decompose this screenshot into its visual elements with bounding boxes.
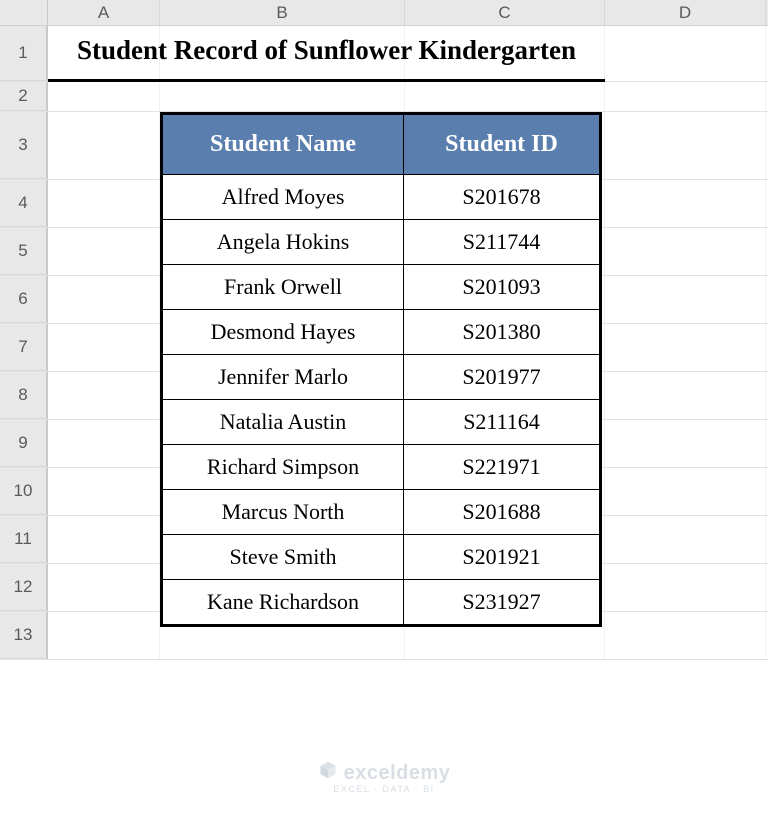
row-header-3[interactable]: 3 xyxy=(0,112,48,179)
cell-c2[interactable] xyxy=(405,82,605,111)
table-header-row: Student Name Student ID xyxy=(162,114,601,175)
table-row: Richard Simpson S221971 xyxy=(162,445,601,490)
row-header-4[interactable]: 4 xyxy=(0,180,48,227)
cell-d11[interactable] xyxy=(605,516,766,563)
student-name-cell[interactable]: Desmond Hayes xyxy=(162,310,404,355)
student-id-cell[interactable]: S221971 xyxy=(404,445,601,490)
student-name-cell[interactable]: Kane Richardson xyxy=(162,580,404,626)
col-header-c[interactable]: C xyxy=(405,0,605,25)
cell-a9[interactable] xyxy=(48,420,160,467)
table-row: Steve Smith S201921 xyxy=(162,535,601,580)
col-header-b[interactable]: B xyxy=(160,0,405,25)
cell-d5[interactable] xyxy=(605,228,766,275)
cell-a12[interactable] xyxy=(48,564,160,611)
student-id-cell[interactable]: S201977 xyxy=(404,355,601,400)
watermark-brand: exceldemy xyxy=(318,760,451,786)
student-id-cell[interactable]: S201688 xyxy=(404,490,601,535)
student-name-cell[interactable]: Marcus North xyxy=(162,490,404,535)
row-header-2[interactable]: 2 xyxy=(0,82,48,111)
col-header-a[interactable]: A xyxy=(48,0,160,25)
select-all-corner[interactable] xyxy=(0,0,48,25)
student-name-cell[interactable]: Frank Orwell xyxy=(162,265,404,310)
table-row: Desmond Hayes S201380 xyxy=(162,310,601,355)
cell-d1[interactable] xyxy=(605,26,766,81)
table-row: Angela Hokins S211744 xyxy=(162,220,601,265)
table-row: Jennifer Marlo S201977 xyxy=(162,355,601,400)
student-name-cell[interactable]: Richard Simpson xyxy=(162,445,404,490)
student-name-cell[interactable]: Angela Hokins xyxy=(162,220,404,265)
cell-a11[interactable] xyxy=(48,516,160,563)
watermark-brand-text: exceldemy xyxy=(344,762,451,785)
watermark-tagline: EXCEL · DATA · BI xyxy=(0,784,768,794)
student-name-cell[interactable]: Jennifer Marlo xyxy=(162,355,404,400)
table-row: Frank Orwell S201093 xyxy=(162,265,601,310)
cell-d2[interactable] xyxy=(605,82,766,111)
watermark: exceldemy EXCEL · DATA · BI xyxy=(0,760,768,794)
student-name-cell[interactable]: Natalia Austin xyxy=(162,400,404,445)
col-header-d[interactable]: D xyxy=(605,0,766,25)
page-title: Student Record of Sunflower Kindergarten xyxy=(48,26,605,82)
row-header-11[interactable]: 11 xyxy=(0,516,48,563)
row-header-9[interactable]: 9 xyxy=(0,420,48,467)
student-name-cell[interactable]: Steve Smith xyxy=(162,535,404,580)
cell-a4[interactable] xyxy=(48,180,160,227)
table-row: Alfred Moyes S201678 xyxy=(162,175,601,220)
cell-a8[interactable] xyxy=(48,372,160,419)
cell-a6[interactable] xyxy=(48,276,160,323)
table-row: Marcus North S201688 xyxy=(162,490,601,535)
row-header-13[interactable]: 13 xyxy=(0,612,48,659)
cell-a3[interactable] xyxy=(48,112,160,179)
student-name-cell[interactable]: Alfred Moyes xyxy=(162,175,404,220)
cell-d6[interactable] xyxy=(605,276,766,323)
cell-d10[interactable] xyxy=(605,468,766,515)
cell-a5[interactable] xyxy=(48,228,160,275)
row-header-1[interactable]: 1 xyxy=(0,26,48,81)
cell-a2[interactable] xyxy=(48,82,160,111)
cell-d12[interactable] xyxy=(605,564,766,611)
row-header-8[interactable]: 8 xyxy=(0,372,48,419)
student-id-cell[interactable]: S201678 xyxy=(404,175,601,220)
student-id-cell[interactable]: S211164 xyxy=(404,400,601,445)
cube-icon xyxy=(318,760,338,786)
table-row: Natalia Austin S211164 xyxy=(162,400,601,445)
cell-d7[interactable] xyxy=(605,324,766,371)
row-2: 2 xyxy=(0,82,768,112)
student-id-cell[interactable]: S201093 xyxy=(404,265,601,310)
col-student-id[interactable]: Student ID xyxy=(404,114,601,175)
row-header-12[interactable]: 12 xyxy=(0,564,48,611)
row-header-7[interactable]: 7 xyxy=(0,324,48,371)
cell-a10[interactable] xyxy=(48,468,160,515)
col-student-name[interactable]: Student Name xyxy=(162,114,404,175)
cell-a7[interactable] xyxy=(48,324,160,371)
student-id-cell[interactable]: S201380 xyxy=(404,310,601,355)
cell-d3[interactable] xyxy=(605,112,766,179)
cell-d9[interactable] xyxy=(605,420,766,467)
cell-d4[interactable] xyxy=(605,180,766,227)
student-id-cell[interactable]: S211744 xyxy=(404,220,601,265)
cell-d8[interactable] xyxy=(605,372,766,419)
student-id-cell[interactable]: S231927 xyxy=(404,580,601,626)
spreadsheet: A B C D 1 2 3 4 5 6 xyxy=(0,0,768,660)
row-header-6[interactable]: 6 xyxy=(0,276,48,323)
student-id-cell[interactable]: S201921 xyxy=(404,535,601,580)
cell-b2[interactable] xyxy=(160,82,405,111)
table-row: Kane Richardson S231927 xyxy=(162,580,601,626)
row-header-5[interactable]: 5 xyxy=(0,228,48,275)
column-headers-row: A B C D xyxy=(0,0,768,26)
student-record-table: Student Name Student ID Alfred Moyes S20… xyxy=(160,112,602,627)
cell-d13[interactable] xyxy=(605,612,766,659)
row-header-10[interactable]: 10 xyxy=(0,468,48,515)
cell-a13[interactable] xyxy=(48,612,160,659)
